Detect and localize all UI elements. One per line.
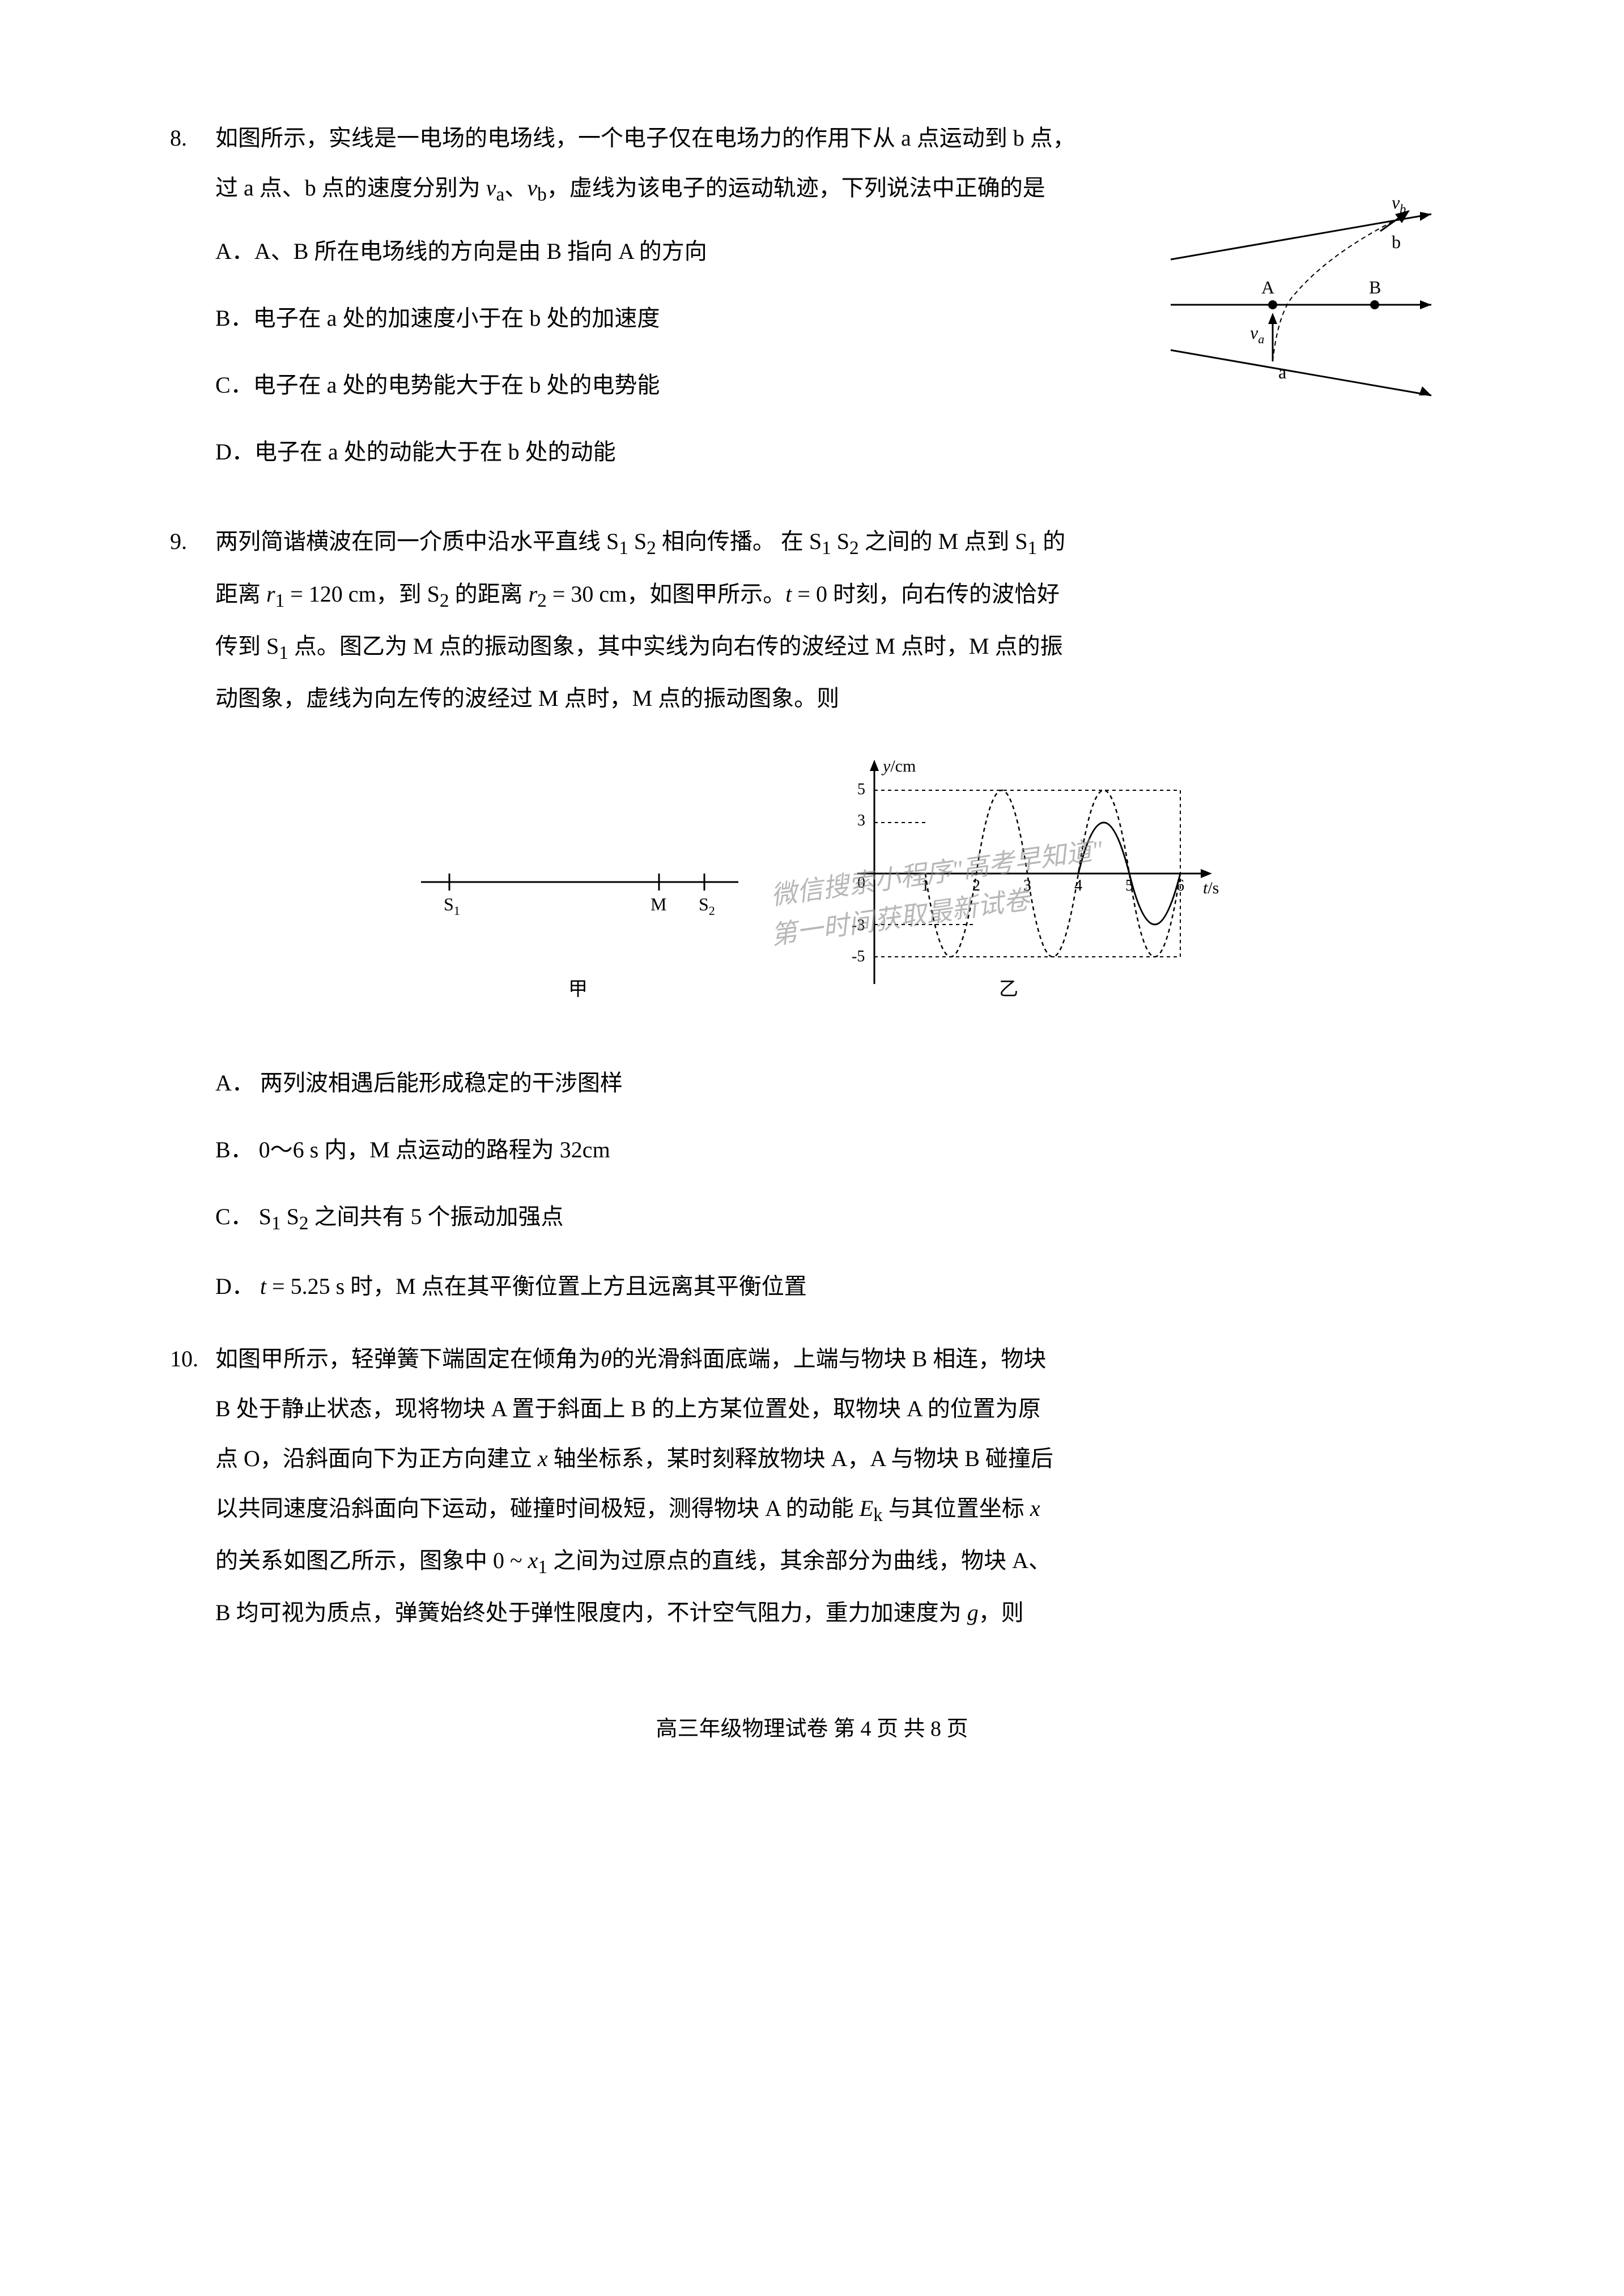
t-label: t/s bbox=[1203, 879, 1219, 897]
point-A bbox=[1268, 300, 1277, 309]
q8-header: 8. 如图所示，实线是一电场的电场线，一个电子仅在电场力的作用下从 a 点运动到… bbox=[170, 113, 1454, 494]
q9-options: A． 两列波相遇后能形成稳定的干涉图样 B． 0～6 s 内，M 点运动的路程为… bbox=[215, 1058, 1454, 1311]
q10-header: 10. 如图甲所示，轻弹簧下端固定在倾角为θ的光滑斜面底端，上端与物块 B 相连… bbox=[170, 1334, 1454, 1638]
q9-line4: 动图象，虚线为向左传的波经过 M 点时，M 点的振动图象。则 bbox=[215, 674, 1454, 723]
footer: 高三年级物理试卷 第 4 页 共 8 页 bbox=[170, 1706, 1454, 1753]
q8-options: A．A、B 所在电场线的方向是由 B 指向 A 的方向 B．电子在 a 处的加速… bbox=[215, 227, 1137, 477]
q8-option-C: C．电子在 a 处的电势能大于在 b 处的电势能 bbox=[215, 360, 1137, 410]
q8-text: 如图所示，实线是一电场的电场线，一个电子仅在电场力的作用下从 a 点运动到 b … bbox=[215, 113, 1454, 494]
y3: 3 bbox=[857, 812, 865, 829]
field-line-bottom bbox=[1171, 350, 1431, 395]
q8-option-B: B．电子在 a 处的加速度小于在 b 处的加速度 bbox=[215, 293, 1137, 343]
q9-option-B: B． 0～6 s 内，M 点运动的路程为 32cm bbox=[215, 1125, 1454, 1175]
q9-text: 两列简谐横波在同一介质中沿水平直线 S1 S2 相向传播。 在 S1 S2 之间… bbox=[215, 517, 1454, 723]
q9-svg: S1 M S2 甲 y/cm 5 3 0 -3 -5 bbox=[387, 746, 1237, 1018]
question-10: 10. 如图甲所示，轻弹簧下端固定在倾角为θ的光滑斜面底端，上端与物块 B 相连… bbox=[170, 1334, 1454, 1638]
q10-line2: B 处于静止状态，现将物块 A 置于斜面上 B 的上方某位置处，取物块 A 的位… bbox=[215, 1384, 1454, 1434]
q8-svg: vb b A B va a bbox=[1159, 197, 1454, 412]
q10-line5: 的关系如图乙所示，图象中 0 ~ x1 之间为过原点的直线，其余部分为曲线，物块… bbox=[215, 1536, 1454, 1588]
q10-line4: 以共同速度沿斜面向下运动，碰撞时间极短，测得物块 A 的动能 Ek 与其位置坐标… bbox=[215, 1484, 1454, 1536]
q8-line1: 如图所示，实线是一电场的电场线，一个电子仅在电场力的作用下从 a 点运动到 b … bbox=[215, 113, 1454, 163]
q8-wrapper: 过 a 点、b 点的速度分别为 va、vb，虚线为该电子的运动轨迹，下列说法中正… bbox=[215, 163, 1454, 494]
q9-number: 9. bbox=[170, 517, 215, 566]
q8-option-D: D．电子在 a 处的动能大于在 b 处的动能 bbox=[215, 427, 1137, 477]
label-A: A bbox=[1261, 277, 1274, 297]
label-m: M bbox=[651, 894, 666, 914]
label-vb: vb bbox=[1392, 197, 1406, 216]
q9-header: 9. 两列简谐横波在同一介质中沿水平直线 S1 S2 相向传播。 在 S1 S2… bbox=[170, 517, 1454, 723]
va-arrowhead bbox=[1268, 313, 1277, 324]
y5: 5 bbox=[857, 781, 865, 798]
q10-line3: 点 O，沿斜面向下为正方向建立 x 轴坐标系，某时刻释放物块 A，A 与物块 B… bbox=[215, 1434, 1454, 1484]
q9-diagram: S1 M S2 甲 y/cm 5 3 0 -3 -5 bbox=[170, 746, 1454, 1036]
y-label: y/cm bbox=[881, 757, 916, 776]
q8-diagram: vb b A B va a bbox=[1159, 197, 1454, 430]
q9-option-A: A． 两列波相遇后能形成稳定的干涉图样 bbox=[215, 1058, 1454, 1108]
question-9: 9. 两列简谐横波在同一介质中沿水平直线 S1 S2 相向传播。 在 S1 S2… bbox=[170, 517, 1454, 1311]
q10-line1: 如图甲所示，轻弹簧下端固定在倾角为θ的光滑斜面底端，上端与物块 B 相连，物块 bbox=[215, 1334, 1454, 1384]
q9-option-C: C． S1 S2 之间共有 5 个振动加强点 bbox=[215, 1192, 1454, 1244]
yn5: -5 bbox=[852, 948, 865, 965]
q9-line3: 传到 S1 点。图乙为 M 点的振动图象，其中实线为向右传的波经过 M 点时，M… bbox=[215, 621, 1454, 674]
q10-text: 如图甲所示，轻弹簧下端固定在倾角为θ的光滑斜面底端，上端与物块 B 相连，物块 … bbox=[215, 1334, 1454, 1638]
label-va: va bbox=[1250, 322, 1264, 346]
q8-number: 8. bbox=[170, 113, 215, 163]
arrow-top bbox=[1420, 212, 1431, 221]
q8-option-A: A．A、B 所在电场线的方向是由 B 指向 A 的方向 bbox=[215, 227, 1137, 276]
q10-line6: B 均可视为质点，弹簧始终处于弹性限度内，不计空气阻力，重力加速度为 g，则 bbox=[215, 1588, 1454, 1638]
label-a: a bbox=[1278, 362, 1286, 382]
arrow-mid bbox=[1420, 300, 1431, 309]
label-yi: 乙 bbox=[999, 979, 1018, 1000]
label-s1: S1 bbox=[444, 894, 460, 918]
q9-option-D: D． t = 5.25 s 时，M 点在其平衡位置上方且远离其平衡位置 bbox=[215, 1262, 1454, 1311]
label-jia: 甲 bbox=[568, 979, 588, 1000]
label-b: b bbox=[1392, 232, 1401, 252]
q9-line1: 两列简谐横波在同一介质中沿水平直线 S1 S2 相向传播。 在 S1 S2 之间… bbox=[215, 517, 1454, 569]
y-arrow bbox=[870, 760, 879, 771]
label-B: B bbox=[1369, 277, 1381, 297]
arrow-bottom bbox=[1419, 386, 1431, 395]
point-B bbox=[1370, 300, 1379, 309]
x-arrow bbox=[1201, 869, 1212, 878]
question-8: 8. 如图所示，实线是一电场的电场线，一个电子仅在电场力的作用下从 a 点运动到… bbox=[170, 113, 1454, 494]
label-s2: S2 bbox=[699, 894, 715, 918]
q8-content: 过 a 点、b 点的速度分别为 va、vb，虚线为该电子的运动轨迹，下列说法中正… bbox=[215, 163, 1137, 494]
q10-number: 10. bbox=[170, 1334, 215, 1384]
q9-line2: 距离 r1 = 120 cm，到 S2 的距离 r2 = 30 cm，如图甲所示… bbox=[215, 569, 1454, 621]
q8-line2: 过 a 点、b 点的速度分别为 va、vb，虚线为该电子的运动轨迹，下列说法中正… bbox=[215, 163, 1137, 215]
